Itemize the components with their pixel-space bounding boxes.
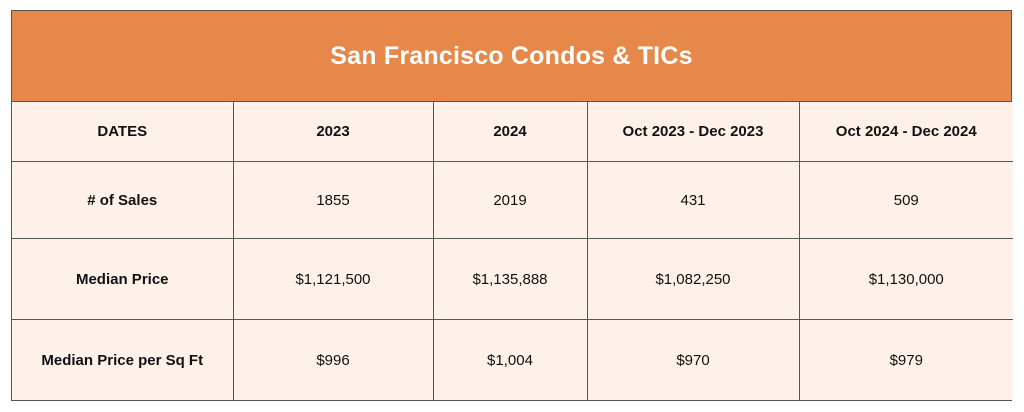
cell-price-per-sqft-q4-2024: $979 xyxy=(798,319,1013,400)
table-row-price-per-sqft: Median Price per Sq Ft $996 $1,004 $970 … xyxy=(12,319,1013,400)
row-label-sales: # of Sales xyxy=(12,161,234,239)
cell-median-price-q4-2023: $1,082,250 xyxy=(586,238,800,320)
header-cell-2023: 2023 xyxy=(232,102,434,162)
table-row-sales: # of Sales 1855 2019 431 509 xyxy=(12,161,1013,239)
cell-sales-q4-2023: 431 xyxy=(586,161,800,239)
cell-sales-2024: 2019 xyxy=(432,161,588,239)
header-cell-q4-2024: Oct 2024 - Dec 2024 xyxy=(798,102,1013,162)
header-cell-dates: DATES xyxy=(12,102,234,162)
row-label-price-per-sqft: Median Price per Sq Ft xyxy=(12,319,234,400)
cell-median-price-2023: $1,121,500 xyxy=(232,238,434,320)
cell-median-price-2024: $1,135,888 xyxy=(432,238,588,320)
table-row-median-price: Median Price $1,121,500 $1,135,888 $1,08… xyxy=(12,238,1013,320)
header-cell-q4-2023: Oct 2023 - Dec 2023 xyxy=(586,102,800,162)
header-cell-2024: 2024 xyxy=(432,102,588,162)
cell-sales-q4-2024: 509 xyxy=(798,161,1013,239)
condo-stats-table: San Francisco Condos & TICs DATES 2023 2… xyxy=(11,10,1013,401)
cell-median-price-q4-2024: $1,130,000 xyxy=(798,238,1013,320)
cell-sales-2023: 1855 xyxy=(232,161,434,239)
cell-price-per-sqft-2023: $996 xyxy=(232,319,434,400)
header-row: DATES 2023 2024 Oct 2023 - Dec 2023 Oct … xyxy=(12,102,1013,162)
stats-grid: DATES 2023 2024 Oct 2023 - Dec 2023 Oct … xyxy=(12,102,1013,400)
table-title-bar: San Francisco Condos & TICs xyxy=(12,11,1011,102)
row-label-median-price: Median Price xyxy=(12,238,234,320)
cell-price-per-sqft-q4-2023: $970 xyxy=(586,319,800,400)
cell-price-per-sqft-2024: $1,004 xyxy=(432,319,588,400)
table-title: San Francisco Condos & TICs xyxy=(330,41,693,70)
